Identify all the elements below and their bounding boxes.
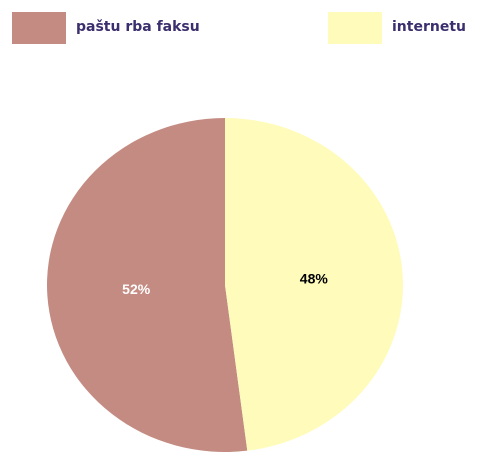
pie-slice	[225, 118, 404, 451]
slice-label: 48%	[300, 270, 329, 286]
legend-label: internetu	[392, 19, 466, 35]
slice-label: 52%	[122, 281, 151, 297]
legend-swatch	[12, 12, 66, 44]
legend-swatch	[328, 12, 382, 44]
pie-slice	[47, 118, 248, 453]
legend-label: paštu rba faksu	[76, 19, 200, 35]
